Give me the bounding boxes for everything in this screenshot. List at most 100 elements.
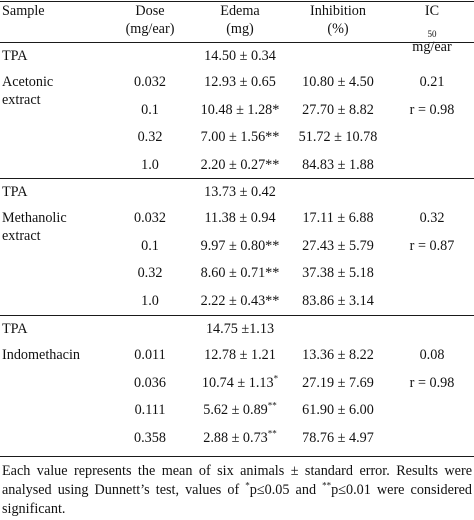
header-ic50: IC 50 mg/ear bbox=[390, 2, 474, 55]
edema-value: 7.00 ± 1.56 bbox=[200, 129, 266, 145]
dose-value: 0.1 bbox=[141, 237, 159, 254]
edema-cell: 5.62 ± 0.89** bbox=[186, 400, 294, 420]
sample-name-line: Methanolic bbox=[2, 210, 67, 226]
edema-value: 2.20 ± 0.27 bbox=[200, 156, 266, 173]
significance-mark: ** bbox=[265, 292, 280, 309]
significance-mark: ** bbox=[267, 427, 277, 438]
control-edema-value: 14.75 ±1.13 bbox=[205, 321, 275, 337]
correlation-value: r = 0.98 bbox=[409, 374, 455, 391]
dose-value: 0.1 bbox=[141, 101, 159, 118]
significance-mark: ** bbox=[267, 400, 277, 411]
inhibition-value: 13.36 ± 8.22 bbox=[302, 347, 374, 363]
edema-value: 9.97 ± 0.80 bbox=[200, 237, 266, 254]
edema-cell: 9.97 ± 0.80** bbox=[186, 236, 294, 256]
header-sample: Sample bbox=[2, 3, 45, 19]
header-dose: Dose (mg/ear) bbox=[108, 2, 192, 42]
significance-mark: ** bbox=[265, 156, 280, 173]
significance-mark: ** bbox=[265, 265, 280, 281]
header-inhibition-line1: Inhibition bbox=[310, 3, 366, 19]
edema-cell: 7.00 ± 1.56** bbox=[186, 127, 294, 147]
dose-value: 0.32 bbox=[137, 129, 163, 145]
dose-value: 0.036 bbox=[134, 374, 166, 391]
sample-name-line: Acetonic bbox=[2, 74, 54, 90]
dose-value: 0.032 bbox=[134, 210, 166, 226]
edema-cell: 10.48 ± 1.28* bbox=[186, 100, 294, 120]
edema-cell: 11.38 ± 0.94 bbox=[186, 208, 294, 228]
dose-value: 1.0 bbox=[141, 292, 159, 309]
control-edema-value: 13.73 ± 0.42 bbox=[204, 184, 276, 200]
inhibition-value: 51.72 ± 10.78 bbox=[298, 129, 378, 145]
edema-cell: 8.60 ± 0.71** bbox=[186, 263, 294, 283]
inhibition-value: 37.38 ± 5.18 bbox=[302, 265, 374, 281]
header-dose-line1: Dose bbox=[135, 3, 165, 19]
sample-name-line: Indomethacin bbox=[2, 347, 81, 363]
significance-mark: * bbox=[272, 101, 280, 118]
header-inhibition: Inhibition (%) bbox=[285, 2, 391, 42]
inhibition-value: 17.11 ± 6.88 bbox=[302, 210, 374, 226]
dose-value: 0.111 bbox=[134, 402, 166, 418]
table-footnote: Each value represents the mean of six an… bbox=[2, 462, 472, 519]
control-sample-label: TPA bbox=[2, 184, 28, 200]
dose-value: 0.32 bbox=[137, 265, 163, 281]
inhibition-value: 61.90 ± 6.00 bbox=[302, 402, 374, 418]
header-inhibition-line2: (%) bbox=[327, 21, 349, 37]
edema-value: 10.74 ± 1.13 bbox=[201, 374, 274, 391]
header-dose-line2: (mg/ear) bbox=[125, 21, 175, 37]
ic50-value: 0.21 bbox=[419, 74, 445, 90]
header-edema-line1: Edema bbox=[220, 3, 260, 19]
correlation-value: r = 0.98 bbox=[409, 101, 455, 118]
sample-name-line: extract bbox=[2, 228, 41, 244]
edema-cell: 10.74 ± 1.13* bbox=[186, 373, 294, 393]
top-rule bbox=[0, 1, 474, 2]
edema-value: 12.78 ± 1.21 bbox=[204, 347, 276, 363]
significance-mark: ** bbox=[265, 129, 280, 145]
dose-value: 1.0 bbox=[141, 156, 159, 173]
edema-cell: 2.88 ± 0.73** bbox=[186, 428, 294, 448]
dose-value: 0.358 bbox=[134, 429, 166, 446]
edema-value: 11.38 ± 0.94 bbox=[204, 210, 276, 226]
inhibition-value: 27.43 ± 5.79 bbox=[302, 237, 374, 254]
header-ic50-sub: 50 bbox=[427, 28, 437, 39]
edema-cell: 12.78 ± 1.21 bbox=[186, 345, 294, 365]
edema-value: 2.22 ± 0.43 bbox=[200, 292, 266, 309]
dose-value: 0.032 bbox=[134, 74, 166, 90]
edema-value: 10.48 ± 1.28 bbox=[200, 101, 273, 118]
inhibition-value: 78.76 ± 4.97 bbox=[302, 429, 374, 446]
header-rule bbox=[0, 42, 474, 43]
control-sample-label: TPA bbox=[2, 48, 28, 64]
dose-value: 0.011 bbox=[134, 347, 166, 363]
significance-mark: * bbox=[273, 372, 279, 383]
footnote-text-3: p≤0.01 were considered significant. bbox=[2, 482, 472, 517]
header-ic50-base: IC bbox=[424, 3, 440, 19]
footnote-text-1: Each value represents the mean of six an… bbox=[2, 463, 472, 498]
edema-value: 12.93 ± 0.65 bbox=[204, 74, 276, 90]
header-edema-line2: (mg) bbox=[226, 21, 254, 37]
header-edema: Edema (mg) bbox=[186, 2, 294, 42]
bottom-rule bbox=[0, 456, 474, 457]
ic50-value: 0.08 bbox=[419, 347, 445, 363]
footnote-text-2: p≤0.05 and bbox=[249, 482, 323, 498]
sample-name-line: extract bbox=[2, 92, 41, 108]
section-rule bbox=[0, 178, 474, 179]
correlation-value: r = 0.87 bbox=[409, 237, 455, 254]
footnote-mark-1: * bbox=[245, 480, 250, 491]
header-ic50-unit: mg/ear bbox=[412, 39, 452, 55]
inhibition-value: 27.70 ± 8.82 bbox=[302, 101, 374, 118]
footnote-mark-2: ** bbox=[322, 480, 332, 491]
edema-value: 2.88 ± 0.73 bbox=[203, 429, 268, 446]
edema-value: 8.60 ± 0.71 bbox=[200, 265, 266, 281]
inhibition-value: 27.19 ± 7.69 bbox=[302, 374, 374, 391]
edema-cell: 2.20 ± 0.27** bbox=[186, 155, 294, 175]
inhibition-value: 10.80 ± 4.50 bbox=[302, 74, 374, 90]
edema-cell: 12.93 ± 0.65 bbox=[186, 72, 294, 92]
ic50-value: 0.32 bbox=[419, 210, 445, 226]
inhibition-value: 84.83 ± 1.88 bbox=[302, 156, 374, 173]
control-sample-label: TPA bbox=[2, 321, 28, 337]
section-rule bbox=[0, 315, 474, 316]
edema-value: 5.62 ± 0.89 bbox=[203, 402, 268, 418]
significance-mark: ** bbox=[265, 237, 280, 254]
inhibition-value: 83.86 ± 3.14 bbox=[302, 292, 374, 309]
control-edema-value: 14.50 ± 0.34 bbox=[204, 48, 276, 64]
edema-cell: 2.22 ± 0.43** bbox=[186, 291, 294, 311]
